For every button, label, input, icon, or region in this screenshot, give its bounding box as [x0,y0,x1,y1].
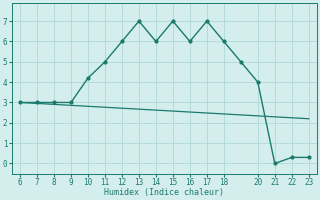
X-axis label: Humidex (Indice chaleur): Humidex (Indice chaleur) [104,188,224,197]
